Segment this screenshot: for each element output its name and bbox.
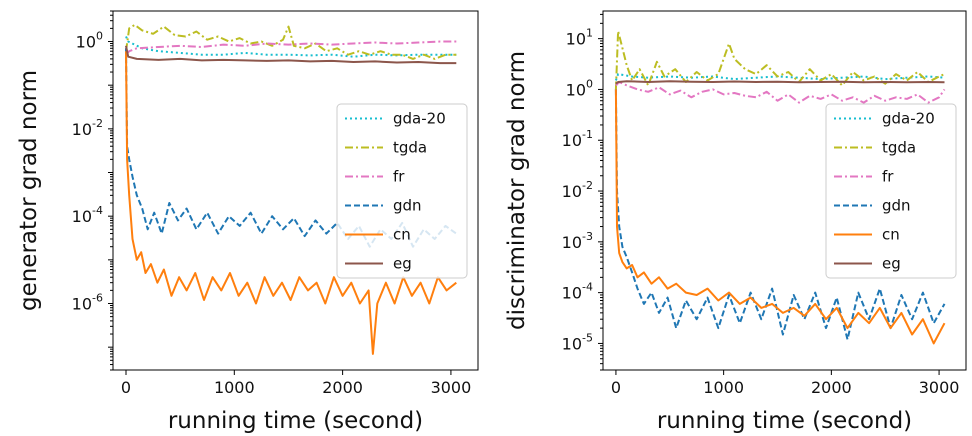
x-tick-label: 1000 — [703, 378, 744, 397]
legend-label-fr: fr — [882, 168, 894, 186]
x-tick-label: 0 — [611, 378, 621, 397]
y-axis-label: generator grad norm — [16, 70, 42, 311]
x-axis-label: running time (second) — [168, 408, 423, 434]
x-axis-label: running time (second) — [657, 408, 912, 434]
legend-label-gda-20: gda-20 — [882, 110, 935, 128]
series-line-gdn — [614, 89, 946, 341]
legend-label-cn: cn — [393, 226, 411, 244]
series-line-fr — [125, 40, 457, 56]
y-axis-label: discriminator grad norm — [504, 51, 530, 330]
legend-label-gda-20: gda-20 — [393, 110, 446, 128]
x-tick-label: 3000 — [431, 378, 472, 397]
series-line-gda-20 — [614, 73, 945, 81]
series-line-cn — [614, 89, 946, 345]
generator-grad-norm-panel: 0 1000 2000 3000 10-6 10-4 10-2 100 running time… — [16, 10, 479, 434]
y-tick-label: 10-3 — [562, 230, 593, 252]
y-tick-label: 10-2 — [562, 179, 593, 201]
y-tick-label: 10-5 — [562, 331, 593, 353]
series-line-eg — [125, 45, 457, 65]
x-tick-label: 2000 — [322, 378, 363, 397]
y-tick-label: 100 — [76, 30, 103, 52]
legend-label-cn: cn — [882, 226, 900, 244]
y-tick-label: 10-6 — [72, 292, 103, 314]
legend-label-gdn: gdn — [882, 197, 911, 215]
legend-box — [825, 103, 957, 279]
legend-label-eg: eg — [882, 255, 901, 273]
series-line-tgda — [125, 23, 457, 60]
y-tick-label: 101 — [566, 27, 593, 49]
y-tick-label: 10-2 — [72, 117, 103, 139]
legend-label-gdn: gdn — [393, 197, 422, 215]
legend-box — [336, 103, 468, 279]
discriminator-grad-norm-panel: 0 1000 2000 3000 10-5 10-4 10-3 10-2 10-1 100 101 r… — [504, 10, 967, 434]
series-line-cn — [125, 51, 457, 355]
series-line-fr — [615, 81, 946, 104]
legend: gda-20 tgda fr gdn cn eg — [336, 103, 468, 279]
axes-frame — [112, 10, 479, 371]
legend-label-tgda: tgda — [393, 139, 427, 157]
x-tick-label: 0 — [121, 378, 131, 397]
plot-area — [614, 30, 946, 345]
axes-frame — [602, 10, 967, 371]
x-tick-label: 1000 — [214, 378, 255, 397]
legend-label-tgda: tgda — [882, 139, 916, 157]
y-tick-label: 10-4 — [72, 204, 103, 226]
legend: gda-20 tgda fr gdn cn eg — [825, 103, 957, 279]
legend-label-fr: fr — [393, 168, 405, 186]
legend-label-eg: eg — [393, 255, 412, 273]
x-tick-label: 2000 — [811, 378, 852, 397]
y-tick-label: 100 — [566, 77, 593, 99]
series-line-eg — [615, 80, 945, 85]
x-tick-label: 3000 — [919, 378, 960, 397]
y-tick-label: 10-1 — [562, 128, 593, 150]
y-tick-label: 10-4 — [562, 281, 593, 303]
